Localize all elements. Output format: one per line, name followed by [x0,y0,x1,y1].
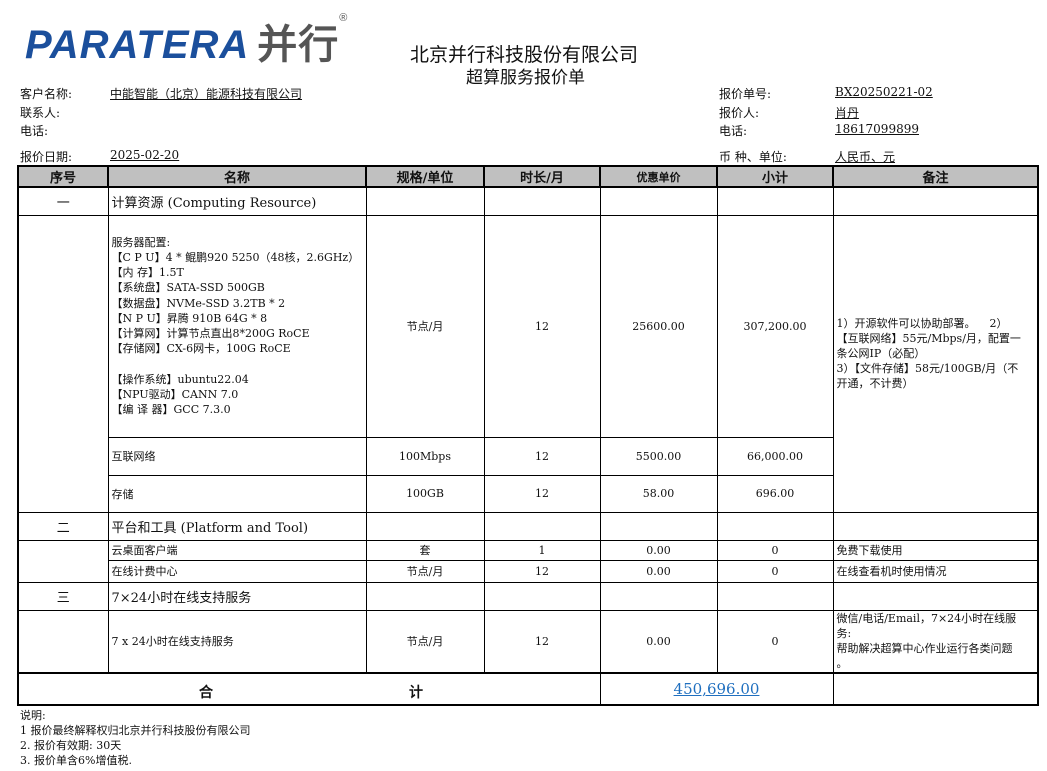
contact-label: 联系人: [20,106,61,120]
item-note: 免费下载使用 [832,539,1039,561]
item-note: 在线查看机时使用情况 [832,559,1039,583]
item-subtotal: 0 [716,539,834,561]
header-note: 备注 [832,165,1039,188]
table-header: 序号 名称 规格/单位 时长/月 优惠单价 小计 备注 [17,165,1039,188]
header-subtotal: 小计 [716,165,834,188]
section-row: 一 计算资源 (Computing Resource) [17,186,1039,216]
item-note: 1）开源软件可以协助部署。 2） 【互联网络】55元/Mbps/月，配置一 条公… [832,214,1039,513]
quoter-phone-value: 18617099899 [835,122,919,136]
document-title: 超算服务报价单 [466,68,585,88]
logo-text: PARATERA [25,23,250,67]
section-row: 三 7×24小时在线支持服务 [17,581,1039,611]
item-name: 在线计费中心 [107,559,367,583]
section-title: 平台和工具 (Platform and Tool) [107,511,367,541]
item-note: 微信/电话/Email，7×24小时在线服 务: 帮助解决超算中心作业运行各类问… [832,609,1039,674]
item-price: 5500.00 [599,436,718,476]
table-row: 在线计费中心 节点/月 12 0.00 0 在线查看机时使用情况 [18,559,1039,583]
item-price: 58.00 [599,474,718,513]
section-no: 三 [17,581,109,611]
header-name: 名称 [107,165,367,188]
phone-label: 电话: [20,124,49,138]
item-unit: 套 [365,539,485,561]
item-months: 12 [483,214,601,438]
table-row: 7 x 24小时在线支持服务 节点/月 12 0.00 0 微信/电话/Emai… [17,609,1039,674]
section-row: 二 平台和工具 (Platform and Tool) [17,511,1039,541]
item-unit: 节点/月 [365,214,485,438]
item-subtotal: 66,000.00 [716,436,834,476]
item-months: 12 [483,474,601,513]
item-months: 12 [483,609,601,674]
item-name: 互联网络 [107,436,367,476]
currency-value: 人民币、元 [835,150,896,164]
item-name: 7 x 24小时在线支持服务 [107,609,367,674]
quoter-value: 肖丹 [835,106,860,120]
company-name: 北京并行科技股份有限公司 [410,44,639,66]
currency-label: 币 种、单位: [719,150,787,164]
item-price: 0.00 [599,609,718,674]
item-subtotal: 307,200.00 [716,214,834,438]
header-price: 优惠单价 [599,165,718,188]
total-label: 合 计 [17,672,601,706]
section-title: 7×24小时在线支持服务 [107,581,367,611]
item-price: 25600.00 [599,214,718,438]
total-row: 合 计 450,696.00 [17,672,1039,706]
header-spec: 规格/单位 [365,165,485,188]
total-label-1: 合 [199,685,213,701]
item-months: 12 [483,559,601,583]
quote-no-label: 报价单号: [719,87,772,101]
item-months: 12 [483,436,601,476]
item-name: 存储 [107,474,367,513]
date-label: 报价日期: [20,150,73,164]
item-unit: 节点/月 [365,559,485,583]
quoter-phone-label: 电话: [719,124,748,138]
customer-value: 中能智能（北京）能源科技有限公司 [110,87,303,101]
logo-cn: 并行 [257,23,340,67]
table-row: 云桌面客户端 套 1 0.00 0 免费下载使用 [17,539,1039,583]
notes: 说明: 1 报价最终解释权归北京并行科技股份有限公司 2. 报价有效期: 30天… [20,709,251,767]
paratera-logo: PARATERA 并行® [25,12,348,70]
item-unit: 节点/月 [365,609,485,674]
total-label-2: 计 [409,685,423,701]
item-months: 1 [483,539,601,561]
item-unit: 100GB [365,474,485,513]
header-months: 时长/月 [483,165,601,188]
header-no: 序号 [17,165,109,188]
item-price: 0.00 [599,559,718,583]
item-unit: 100Mbps [365,436,485,476]
quote-no-value: BX20250221-02 [835,85,933,99]
table-row: 互联网络 100Mbps 12 5500.00 66,000.00 [18,436,1038,476]
table-row: 服务器配置: 【C P U】4 * 鲲鹏920 5250（48核，2.6GHz）… [17,214,1039,513]
section-no: 一 [17,186,109,216]
quoter-label: 报价人: [719,106,760,120]
total-value: 450,696.00 [673,680,760,698]
item-subtotal: 696.00 [716,474,834,513]
item-name: 云桌面客户端 [107,539,367,561]
section-title: 计算资源 (Computing Resource) [107,186,367,216]
section-no: 二 [17,511,109,541]
item-price: 0.00 [599,539,718,561]
date-value: 2025-02-20 [110,148,180,162]
item-name: 服务器配置: 【C P U】4 * 鲲鹏920 5250（48核，2.6GHz）… [107,214,367,438]
customer-label: 客户名称: [20,87,73,101]
item-subtotal: 0 [716,559,834,583]
registered-mark: ® [339,12,349,24]
quote-table: 序号 名称 规格/单位 时长/月 优惠单价 小计 备注 一 计算资源 (Comp… [17,165,1039,706]
item-subtotal: 0 [716,609,834,674]
